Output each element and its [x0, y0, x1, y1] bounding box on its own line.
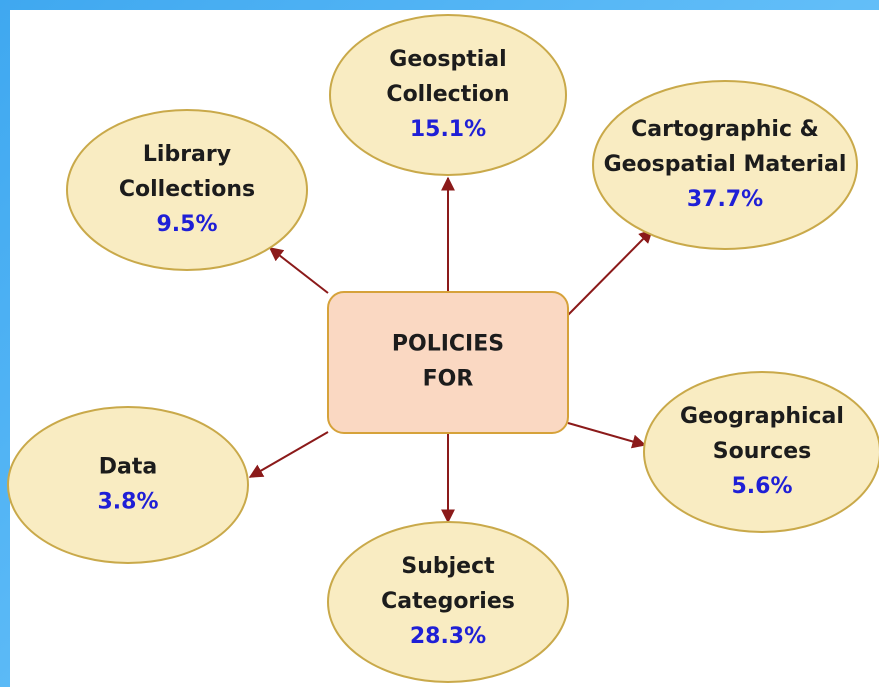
- node-ellipse: [66, 109, 308, 271]
- node-ellipse: [329, 14, 567, 176]
- node-percent: 3.8%: [97, 490, 158, 515]
- node-label: Sources: [713, 439, 812, 464]
- node-label: Library: [143, 142, 231, 167]
- arrow: [567, 229, 653, 316]
- node-label: Collection: [386, 82, 509, 107]
- arrow: [248, 431, 329, 478]
- center-label: FOR: [423, 367, 474, 392]
- node-ellipse: [643, 371, 879, 533]
- node-label: Collections: [119, 177, 255, 202]
- center-label: POLICIES: [392, 332, 504, 357]
- node-percent: 28.3%: [410, 624, 486, 649]
- node-label: Geosptial: [389, 47, 506, 72]
- node-label: Subject: [401, 554, 495, 579]
- node-label: Categories: [381, 589, 515, 614]
- arrows: [248, 176, 653, 524]
- node-label: Geospatial Material: [604, 152, 847, 177]
- node-ellipse: [592, 80, 858, 250]
- arrow: [268, 247, 329, 294]
- node-label: Cartographic &: [631, 117, 819, 142]
- node-ellipse: [7, 406, 249, 564]
- node-percent: 15.1%: [410, 117, 486, 142]
- node-percent: 9.5%: [156, 212, 217, 237]
- node-label: Geographical: [680, 404, 844, 429]
- node-label: Data: [99, 455, 157, 480]
- arrow: [567, 422, 647, 449]
- node-percent: 37.7%: [687, 187, 763, 212]
- center-box: [327, 291, 569, 434]
- node-percent: 5.6%: [731, 474, 792, 499]
- node-ellipse: [327, 521, 569, 683]
